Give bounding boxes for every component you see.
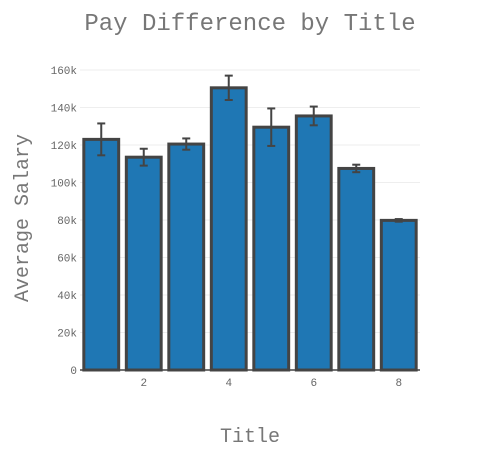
y-tick-label: 120k xyxy=(51,141,78,153)
error-bars xyxy=(97,74,403,223)
bar xyxy=(252,125,291,372)
x-axis-label: Title xyxy=(220,426,280,449)
chart-title: Pay Difference by Title xyxy=(84,11,415,38)
y-axis-ticks: 0 20k 40k 60k 80k 100k 120k 140k 160k xyxy=(51,66,78,378)
error-bar xyxy=(97,122,106,157)
x-tick-label: 4 xyxy=(225,378,232,390)
bar xyxy=(209,86,248,372)
error-bar xyxy=(352,163,361,174)
error-bar xyxy=(182,137,191,151)
error-bar xyxy=(309,105,318,127)
y-tick-label: 160k xyxy=(51,66,78,78)
y-tick-label: 140k xyxy=(51,104,78,116)
bar xyxy=(294,114,333,372)
bar xyxy=(124,155,163,372)
y-tick-label: 20k xyxy=(57,329,77,341)
bars xyxy=(82,86,418,372)
x-axis-ticks: 2 4 6 8 xyxy=(140,378,402,390)
y-tick-label: 60k xyxy=(57,254,77,266)
error-bar xyxy=(224,74,233,101)
y-tick-label: 80k xyxy=(57,216,77,228)
error-bar xyxy=(267,107,276,147)
bar xyxy=(379,218,418,372)
y-tick-label: 100k xyxy=(51,179,78,191)
bar xyxy=(167,142,206,372)
x-tick-label: 6 xyxy=(310,378,317,390)
x-tick-label: 8 xyxy=(395,378,402,390)
error-bar xyxy=(394,218,403,223)
x-tick-label: 2 xyxy=(140,378,147,390)
bar xyxy=(82,137,121,372)
error-bar xyxy=(139,147,148,167)
y-axis-label: Average Salary xyxy=(12,134,35,302)
bar xyxy=(337,166,376,372)
y-tick-label: 40k xyxy=(57,291,77,303)
y-tick-label: 0 xyxy=(70,366,77,378)
